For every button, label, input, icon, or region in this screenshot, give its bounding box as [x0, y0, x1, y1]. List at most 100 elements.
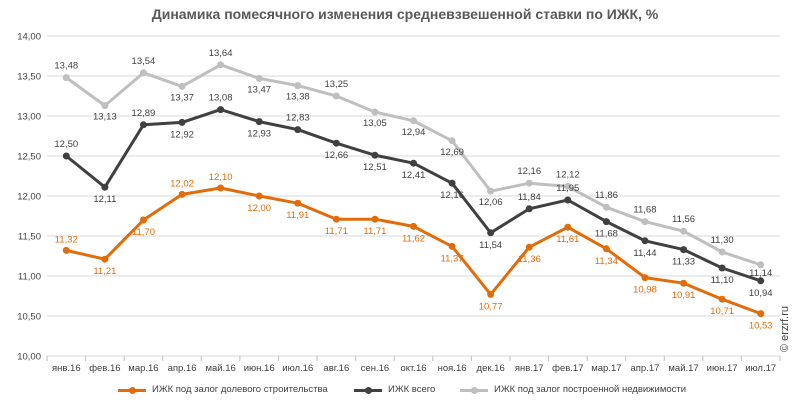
data-point — [294, 199, 302, 207]
data-point — [680, 246, 688, 254]
data-point — [62, 246, 70, 254]
data-point — [178, 190, 186, 198]
data-point — [602, 245, 610, 253]
data-point — [217, 106, 225, 114]
y-tick-label: 11,50 — [18, 232, 41, 243]
data-point — [757, 277, 765, 285]
data-point — [294, 126, 302, 134]
data-label: 12,51 — [363, 162, 387, 173]
data-label: 10,53 — [749, 321, 773, 332]
data-label: 11,62 — [402, 233, 425, 244]
x-tick-label: мар.16 — [128, 363, 158, 374]
data-label: 12,11 — [93, 194, 116, 205]
data-point — [757, 310, 765, 318]
data-point — [178, 82, 186, 90]
data-point — [410, 222, 417, 230]
data-label: 12,69 — [440, 147, 464, 158]
data-label: 11,10 — [711, 275, 734, 286]
x-tick-label: июн.17 — [707, 363, 738, 374]
data-label: 12,66 — [324, 150, 348, 161]
y-tick-label: 11,00 — [18, 272, 41, 283]
data-point — [371, 151, 379, 159]
data-label: 11,14 — [749, 268, 772, 279]
x-tick-label: авг.16 — [323, 363, 349, 374]
data-label: 11,36 — [518, 254, 541, 265]
x-tick-label: май.16 — [205, 363, 235, 374]
data-label: 11,70 — [132, 227, 155, 238]
data-point — [525, 243, 533, 251]
legend-item-orange: ИЖК под залог долевого строительства — [118, 384, 328, 395]
y-tick-label: 10,50 — [17, 312, 41, 323]
data-label: 13,13 — [93, 112, 117, 123]
data-point — [332, 92, 340, 100]
watermark: © erzrf.ru — [779, 306, 791, 352]
data-point — [371, 108, 379, 116]
data-point — [332, 215, 340, 223]
legend-item-dark: ИЖК всего — [354, 384, 435, 395]
x-tick-label: дек.16 — [477, 363, 505, 374]
data-label: 12,83 — [286, 113, 310, 124]
x-tick-label: апр.17 — [631, 363, 660, 374]
legend-swatch-orange — [118, 385, 146, 395]
data-label: 11,32 — [55, 234, 78, 245]
legend-label-orange: ИЖК под залог долевого строительства — [152, 384, 328, 395]
data-point — [525, 179, 533, 187]
data-point — [564, 196, 572, 204]
data-label: 11,33 — [672, 257, 695, 268]
data-point — [101, 183, 109, 191]
x-tick-label: апр.16 — [168, 363, 197, 374]
data-label: 12,92 — [170, 129, 194, 140]
data-label: 10,91 — [672, 290, 696, 301]
x-tick-label: сен.16 — [361, 363, 390, 374]
data-label: 13,08 — [209, 93, 233, 104]
legend: ИЖК под залог долевого строительства ИЖК… — [0, 384, 810, 400]
data-point — [448, 242, 456, 250]
data-label: 11,54 — [479, 240, 502, 251]
data-point — [217, 184, 225, 192]
x-tick-label: янв.16 — [52, 363, 81, 374]
chart-title: Динамика помесячного изменения средневзв… — [151, 6, 659, 22]
data-point — [718, 264, 726, 272]
data-label: 12,10 — [209, 172, 233, 183]
data-label: 11,71 — [325, 226, 348, 237]
data-point — [680, 279, 688, 287]
y-tick-label: 13,50 — [17, 72, 41, 83]
data-label: 12,41 — [402, 170, 426, 181]
data-point — [255, 192, 263, 200]
data-label: 12,12 — [556, 169, 580, 180]
data-point — [718, 295, 726, 303]
x-tick-label: июл.16 — [282, 363, 313, 374]
legend-label-gray: ИЖК под залог построенной недвижимости — [494, 384, 687, 395]
data-point — [602, 218, 610, 226]
data-label: 11,86 — [595, 190, 618, 201]
legend-label-dark: ИЖК всего — [388, 384, 436, 395]
data-point — [641, 274, 649, 282]
y-tick-label: 12,50 — [17, 152, 41, 163]
data-point — [255, 118, 263, 126]
legend-swatch-dark — [354, 385, 382, 395]
data-label: 11,37 — [441, 253, 464, 264]
data-point — [448, 137, 456, 145]
data-point — [641, 237, 649, 245]
data-label: 12,50 — [54, 139, 78, 150]
y-tick-label: 14,00 — [17, 32, 41, 43]
data-label: 11,68 — [633, 205, 656, 216]
data-label: 13,54 — [132, 56, 156, 67]
data-label: 10,94 — [749, 288, 773, 299]
data-label: 13,48 — [54, 61, 78, 72]
data-label: 11,91 — [286, 210, 309, 221]
data-label: 11,21 — [93, 266, 116, 277]
data-point — [564, 182, 572, 190]
x-tick-label: ноя.16 — [438, 363, 467, 374]
data-point — [294, 82, 302, 90]
data-point — [217, 61, 225, 69]
x-tick-label: фев.17 — [552, 363, 583, 374]
data-label: 12,16 — [440, 190, 464, 201]
data-label: 13,64 — [209, 48, 233, 59]
data-label: 12,16 — [517, 166, 541, 177]
data-point — [139, 69, 147, 77]
data-label: 11,95 — [556, 183, 579, 194]
x-tick-label: май.17 — [668, 363, 698, 374]
x-tick-label: фев.16 — [89, 363, 120, 374]
